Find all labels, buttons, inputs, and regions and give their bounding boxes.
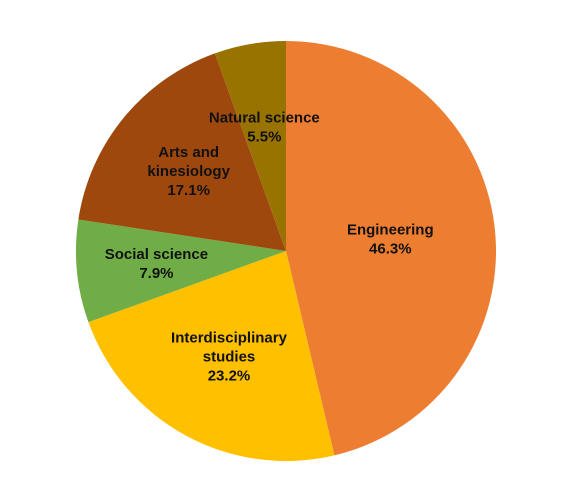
pie-label-arts-and-kinesiology: Arts and kinesiology 17.1%: [147, 144, 230, 199]
pie-value-label: 46.3%: [369, 240, 412, 257]
pie-category-label: Natural science: [209, 109, 320, 126]
pie-value-label: 17.1%: [167, 182, 210, 199]
pie-label-engineering: Engineering 46.3%: [347, 221, 434, 257]
pie-label-natural-science: Natural science 5.5%: [209, 109, 320, 145]
pie-category-label: Engineering: [347, 221, 434, 238]
pie-category-label: Interdisciplinary: [171, 329, 288, 346]
pie-category-label: Arts and: [158, 144, 219, 161]
pie-slices: [76, 41, 497, 461]
pie-label-social-science: Social science 7.9%: [105, 246, 208, 282]
pie-slice-engineering: [286, 41, 497, 456]
pie-slice-interdisciplinary-studies: [88, 251, 335, 461]
pie-category-label: studies: [203, 348, 256, 365]
pie-slice-natural-science: [214, 41, 286, 251]
pie-slice-arts-and-kinesiology: [78, 53, 286, 251]
pie-value-label: 5.5%: [247, 128, 281, 145]
pie-value-label: 23.2%: [208, 367, 251, 384]
pie-label-interdisciplinary-studies: Interdisciplinary studies 23.2%: [171, 329, 288, 384]
pie-labels: Engineering 46.3% Interdisciplinary studies…: [105, 109, 434, 384]
pie-category-label: kinesiology: [147, 163, 230, 180]
pie-value-label: 7.9%: [139, 265, 173, 282]
pie-slice-social-science: [76, 219, 287, 323]
pie-category-label: Social science: [105, 246, 208, 263]
